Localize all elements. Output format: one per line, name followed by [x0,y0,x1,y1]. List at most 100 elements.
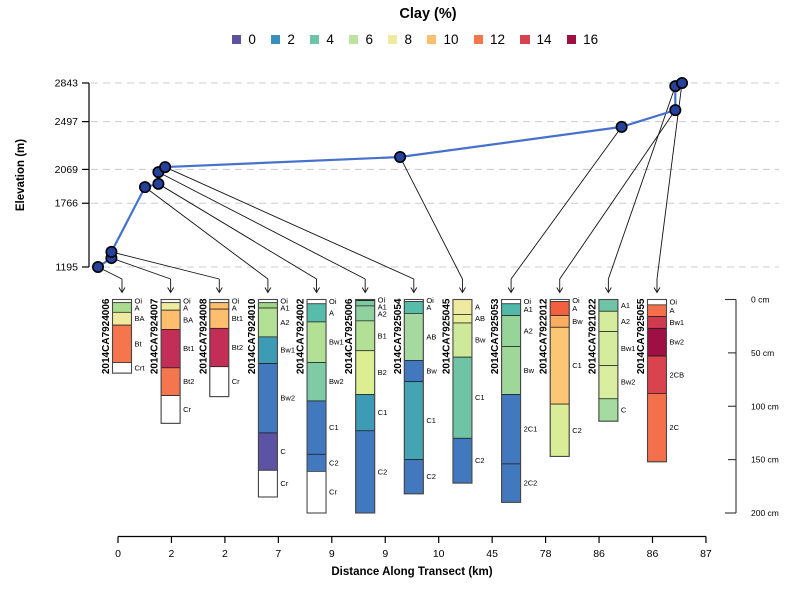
horizon-rect [160,367,181,396]
horizon-rect [355,300,376,307]
horizon-label: Cr [329,488,337,497]
horizon-label: Bw2 [329,377,344,386]
profile-id-label: 2014CA7924002 [296,298,307,374]
down-arrow-icon [264,287,272,294]
legend-value: 4 [326,32,334,47]
legend-item: 0 [231,32,256,47]
horizon-label: A [135,304,140,313]
horizon-rect [160,302,181,311]
horizon-rect [598,365,619,400]
x-tick-label: 0 [115,548,121,560]
transect-point [152,177,165,190]
horizon-label: Bw1 [621,344,636,353]
transect-point [92,260,105,273]
soil-profile: Oi A Bw1 Bw2 C1 C2 Cr 2014CA7924002 [296,297,344,514]
horizon-rect [452,437,473,484]
depth-tick-label: 100 cm [751,401,779,411]
horizon-label: Oi [280,297,288,306]
connector-line [158,171,366,280]
horizon-rect [306,321,327,363]
transect-point [105,245,118,258]
down-arrow-icon [604,287,612,294]
down-arrow-icon [653,287,661,294]
horizon-label: C2 [378,467,388,476]
down-arrow-icon [167,287,175,294]
legend-swatch [231,34,242,45]
soil-profile: A1 A2 Bw1 Bw2 C 2014CA7921022 [587,298,636,422]
x-tick-label: 45 [486,548,498,560]
horizon-label: Bw [426,367,437,376]
profile-outline [403,298,424,495]
horizon-label: Oi [135,297,143,306]
horizon-rect [258,469,278,498]
horizon-rect [647,355,667,394]
horizon-rect [306,299,327,305]
horizon-label: A [426,303,431,312]
horizon-rect [306,303,327,323]
y-tick-label: 1195 [55,262,78,274]
x-tick-label: 2 [169,548,175,560]
soil-profile: OiA Bw C1 C2 2014CA7922012 [539,296,583,457]
x-tick-label: 7 [275,548,281,560]
horizon-rect [209,366,230,397]
horizon-label: C1 [378,408,388,417]
down-arrow-icon [118,287,126,294]
down-arrow-icon [361,287,369,294]
connector-line [656,82,683,280]
transect-point [669,104,682,117]
horizon-label: Bw1 [329,338,344,347]
horizon-rect [403,359,424,383]
horizon-rect [647,316,667,329]
horizon-rect [355,430,376,514]
legend-value: 6 [365,32,373,47]
x-tick-label: 9 [329,548,335,560]
horizon-rect [209,327,230,368]
horizon-rect [160,395,181,424]
horizon-label: A2 [280,318,289,327]
horizon-rect [598,331,619,367]
profile-outline [598,298,619,422]
horizon-label: AB [426,332,436,341]
horizon-label: Crt [135,363,146,372]
depth-tick-label: 150 cm [751,455,779,465]
profile-outline [501,298,522,503]
horizon-label: A [232,304,237,313]
horizon-rect [355,305,376,322]
profile-id-label: 2014CA7921022 [587,298,598,374]
legend-item: 8 [387,32,412,47]
horizon-rect [501,315,521,347]
horizon-label: Bw [572,317,583,326]
horizon-rect [647,299,667,306]
horizon-rect [258,363,278,434]
profile-id-label: 2014CA7925053 [490,298,501,374]
horizon-rect [501,463,521,503]
horizon-label: Oi [524,297,532,306]
horizon-rect [452,356,473,439]
profile-outline [646,298,668,463]
horizon-label: BA [183,315,193,324]
horizon-rect [258,432,278,471]
legend-swatch [387,34,398,45]
horizon-rect [355,394,376,432]
x-tick-label: 9 [382,548,388,560]
horizon-label: Oi [426,296,434,305]
legend-item: 10 [426,32,459,47]
transect-point [676,77,689,90]
horizon-label: Bt1 [183,344,194,353]
legend: 0 2 4 6 8 10 12 14 16 [30,32,800,47]
horizon-label: 2C1 [524,425,538,434]
horizon-rect [549,315,570,328]
horizon-label: A [669,306,674,315]
profile-id-label: 2014CA7925055 [636,298,647,374]
horizon-label: C2 [572,426,582,435]
horizon-label: A [183,304,188,313]
transect-point [138,181,151,194]
legend-title: Clay (%) [399,6,457,22]
horizon-rect [258,307,278,338]
legend-value: 2 [287,32,295,47]
profile-id-label: 2014CA7924008 [198,298,209,374]
horizon-label: C1 [426,416,436,425]
legend-item: 14 [520,32,552,47]
